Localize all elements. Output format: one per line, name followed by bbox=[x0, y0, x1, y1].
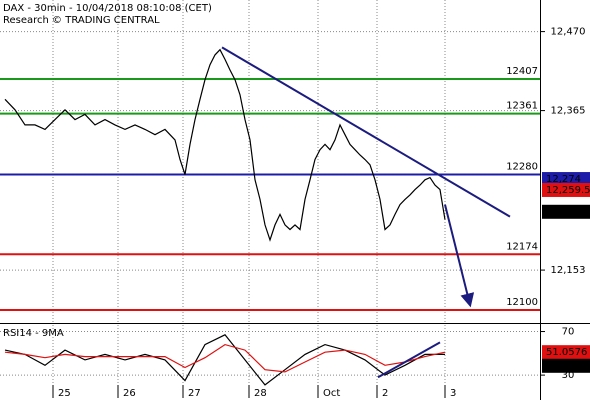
x-tick-label: Oct bbox=[323, 388, 340, 399]
series-line bbox=[4, 334, 445, 386]
y-tick-label: 30 bbox=[562, 370, 575, 381]
chart-subtitle: Research © TRADING CENTRAL bbox=[3, 15, 160, 26]
price-flag bbox=[542, 182, 590, 197]
price-flag bbox=[542, 204, 590, 219]
x-tick-label: 2 bbox=[382, 388, 388, 399]
y-tick-label: 12,470 bbox=[551, 27, 586, 38]
chart-title: DAX - 30min - 10/04/2018 08:10:08 (CET) bbox=[3, 3, 212, 14]
y-tick-label: 12,365 bbox=[551, 106, 586, 117]
y-tick-label: 70 bbox=[562, 327, 575, 338]
level-label: 12174 bbox=[506, 241, 538, 252]
price-flag bbox=[542, 172, 590, 187]
x-tick-label: 27 bbox=[188, 388, 201, 399]
x-tick-label: 3 bbox=[450, 388, 456, 399]
price-flag bbox=[542, 358, 590, 373]
price-flag-label: 12,274 bbox=[546, 174, 581, 185]
price-flag-label: 51.0576 bbox=[546, 347, 587, 358]
level-label: 12361 bbox=[506, 101, 538, 112]
price-flag-label: 12,259.5 bbox=[546, 185, 590, 196]
series-line bbox=[4, 343, 446, 373]
x-tick-label: 26 bbox=[123, 388, 136, 399]
price-flag-label: 12,230.5 bbox=[546, 207, 590, 218]
price-flag bbox=[542, 345, 590, 360]
trend-line bbox=[377, 341, 441, 379]
level-label: 12280 bbox=[506, 162, 538, 173]
series-line bbox=[4, 48, 446, 242]
trend-line bbox=[221, 46, 511, 218]
panel-title: RSI14 - 9MA bbox=[3, 328, 64, 339]
level-label: 12407 bbox=[506, 66, 538, 77]
forecast-arrow bbox=[444, 204, 475, 308]
price-flag-label: 38.551 bbox=[546, 361, 581, 372]
y-tick-label: 12,153 bbox=[551, 265, 586, 276]
level-label: 12100 bbox=[506, 297, 538, 308]
x-tick-label: 25 bbox=[58, 388, 71, 399]
x-tick-label: 28 bbox=[254, 388, 267, 399]
